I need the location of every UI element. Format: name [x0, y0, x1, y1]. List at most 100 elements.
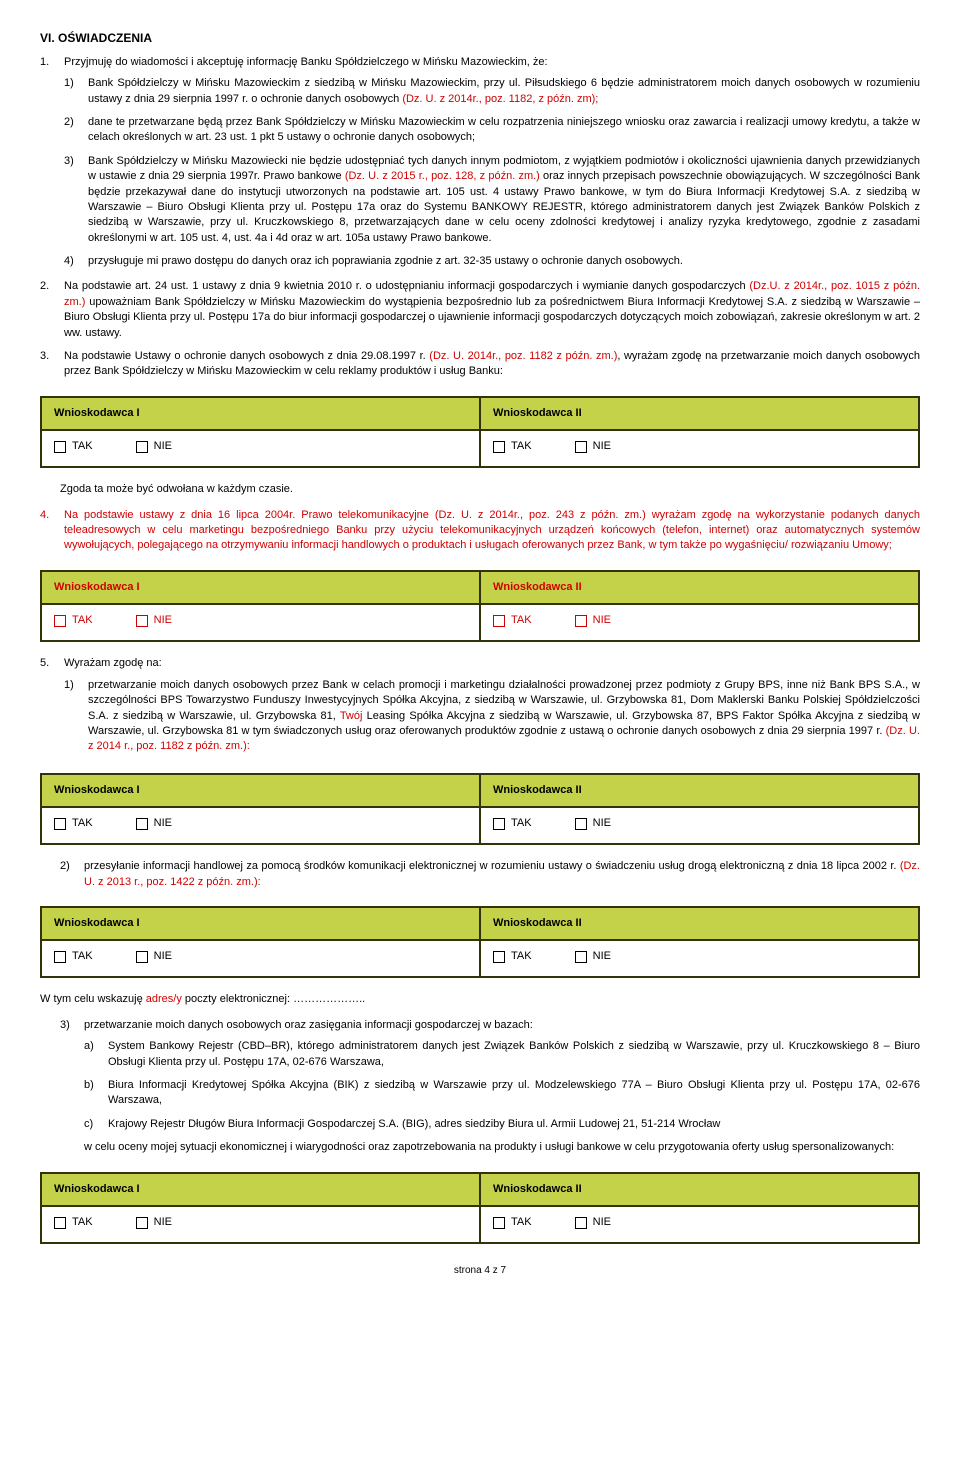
th-w2: Wnioskodawca II — [480, 397, 919, 430]
p1-sub4: przysługuje mi prawo dostępu do danych o… — [88, 254, 920, 269]
item-1: 1. Przyjmuję do wiadomości i akceptuję i… — [40, 55, 920, 278]
p3-a: Na podstawie Ustawy o ochronie danych os… — [64, 350, 429, 362]
choice-nie-1b[interactable]: NIE — [575, 439, 611, 454]
choice-nie-3a[interactable]: NIE — [136, 816, 172, 831]
checkbox-icon — [493, 818, 505, 830]
label-tak: TAK — [511, 1215, 532, 1230]
cell-w1: TAK NIE — [41, 430, 480, 467]
checkbox-icon — [575, 615, 587, 627]
th-w1: Wnioskodawca I — [41, 1173, 480, 1206]
consent-table-3: Wnioskodawca I Wnioskodawca II TAK NIE T… — [40, 773, 920, 845]
cell-w1: TAK NIE — [41, 807, 480, 844]
label-tak: TAK — [72, 949, 93, 964]
choice-nie-5a[interactable]: NIE — [136, 1215, 172, 1230]
th-w2: Wnioskodawca II — [480, 1173, 919, 1206]
choice-nie-1a[interactable]: NIE — [136, 439, 172, 454]
th-w1: Wnioskodawca I — [41, 907, 480, 940]
p3-red: (Dz. U. 2014r., poz. 1182 z późn. zm.) — [429, 350, 617, 362]
p5-sub3-intro: przetwarzanie moich danych osobowych ora… — [84, 1018, 920, 1033]
choice-tak-4b[interactable]: TAK — [493, 949, 532, 964]
item-3: 3. Na podstawie Ustawy o ochronie danych… — [40, 349, 920, 386]
th-w1: Wnioskodawca I — [41, 571, 480, 604]
p5-sub1-red: Twój — [340, 710, 363, 722]
checkbox-icon — [54, 951, 66, 963]
label-nie: NIE — [593, 816, 611, 831]
label-tak: TAK — [511, 816, 532, 831]
th-w1: Wnioskodawca I — [41, 774, 480, 807]
cell-w2: TAK NIE — [480, 940, 919, 977]
choice-tak-4a[interactable]: TAK — [54, 949, 93, 964]
checkbox-icon — [493, 615, 505, 627]
checkbox-icon — [575, 818, 587, 830]
choice-tak-5b[interactable]: TAK — [493, 1215, 532, 1230]
choice-nie-4b[interactable]: NIE — [575, 949, 611, 964]
label-nie: NIE — [593, 439, 611, 454]
choice-tak-5a[interactable]: TAK — [54, 1215, 93, 1230]
choice-nie-3b[interactable]: NIE — [575, 816, 611, 831]
p4-text: Na podstawie ustawy z dnia 16 lipca 2004… — [64, 508, 920, 554]
p5-sub2-a: przesyłanie informacji handlowej za pomo… — [84, 860, 900, 872]
p2-b: upoważniam Bank Spółdzielczy w Mińsku Ma… — [64, 296, 920, 339]
checkbox-icon — [493, 441, 505, 453]
checkbox-icon — [136, 951, 148, 963]
checkbox-icon — [54, 1217, 66, 1229]
choice-tak-2a[interactable]: TAK — [54, 613, 93, 628]
p5-sub3-c: Krajowy Rejestr Długów Biura Informacji … — [108, 1117, 920, 1132]
label-tak: TAK — [511, 439, 532, 454]
consent-table-5: Wnioskodawca I Wnioskodawca II TAK NIE T… — [40, 1172, 920, 1244]
label-tak: TAK — [511, 949, 532, 964]
p5-sub2: 2) przesyłanie informacji handlowej za p… — [40, 859, 920, 896]
p5-sub3-a: System Bankowy Rejestr (CBD–BR), którego… — [108, 1039, 920, 1070]
label-tak: TAK — [72, 816, 93, 831]
item-2: 2. Na podstawie art. 24 ust. 1 ustawy z … — [40, 279, 920, 347]
cell-w1: TAK NIE — [41, 1206, 480, 1243]
label-nie: NIE — [593, 1215, 611, 1230]
checkbox-icon — [136, 818, 148, 830]
section-header: VI. OŚWIADCZENIA — [40, 30, 920, 47]
choice-nie-5b[interactable]: NIE — [575, 1215, 611, 1230]
checkbox-icon — [575, 951, 587, 963]
checkbox-icon — [54, 818, 66, 830]
choice-tak-3b[interactable]: TAK — [493, 816, 532, 831]
label-nie: NIE — [154, 613, 172, 628]
cell-w2: TAK NIE — [480, 1206, 919, 1243]
choice-tak-1b[interactable]: TAK — [493, 439, 532, 454]
choice-nie-2a[interactable]: NIE — [136, 613, 172, 628]
email-line: W tym celu wskazuję adres/y poczty elekt… — [40, 992, 920, 1007]
choice-nie-2b[interactable]: NIE — [575, 613, 611, 628]
label-nie: NIE — [154, 949, 172, 964]
checkbox-icon — [493, 1217, 505, 1229]
p5-sub3: 3) przetwarzanie moich danych osobowych … — [40, 1018, 920, 1162]
page-footer: strona 4 z 7 — [40, 1264, 920, 1278]
choice-nie-4a[interactable]: NIE — [136, 949, 172, 964]
choice-tak-3a[interactable]: TAK — [54, 816, 93, 831]
p1-sub2: dane te przetwarzane będą przez Bank Spó… — [88, 115, 920, 146]
item-4: 4. Na podstawie ustawy z dnia 16 lipca 2… — [40, 508, 920, 560]
consent-table-2: Wnioskodawca I Wnioskodawca II TAK NIE T… — [40, 570, 920, 642]
choice-tak-1a[interactable]: TAK — [54, 439, 93, 454]
p1-sub3-red: (Dz. U. z 2015 r., poz. 128, z późn. zm.… — [345, 170, 540, 182]
label-nie: NIE — [154, 816, 172, 831]
p1-sub3: Bank Spółdzielczy w Mińsku Mazowiecki ni… — [88, 154, 920, 246]
th-w2: Wnioskodawca II — [480, 774, 919, 807]
checkbox-icon — [493, 951, 505, 963]
label-tak: TAK — [72, 613, 93, 628]
cell-w2: TAK NIE — [480, 604, 919, 641]
consent-table-4: Wnioskodawca I Wnioskodawca II TAK NIE T… — [40, 906, 920, 978]
th-w2: Wnioskodawca II — [480, 571, 919, 604]
checkbox-icon — [54, 615, 66, 627]
consent-table-1: Wnioskodawca I Wnioskodawca II TAK NIE T… — [40, 396, 920, 468]
label-nie: NIE — [154, 1215, 172, 1230]
p2-a: Na podstawie art. 24 ust. 1 ustawy z dni… — [64, 280, 749, 292]
p1-sub1: Bank Spółdzielczy w Mińsku Mazowieckim z… — [88, 76, 920, 107]
consent-revoke: Zgoda ta może być odwołana w każdym czas… — [40, 482, 920, 497]
choice-tak-2b[interactable]: TAK — [493, 613, 532, 628]
checkbox-icon — [136, 1217, 148, 1229]
label-nie: NIE — [154, 439, 172, 454]
item-5: 5. Wyrażam zgodę na: 1) przetwarzanie mo… — [40, 656, 920, 762]
checkbox-icon — [575, 1217, 587, 1229]
label-nie: NIE — [593, 949, 611, 964]
p1-sub1-red: (Dz. U. z 2014r., poz. 1182, z późn. zm)… — [402, 93, 598, 105]
email-red: adres/y — [146, 993, 182, 1005]
th-w2: Wnioskodawca II — [480, 907, 919, 940]
